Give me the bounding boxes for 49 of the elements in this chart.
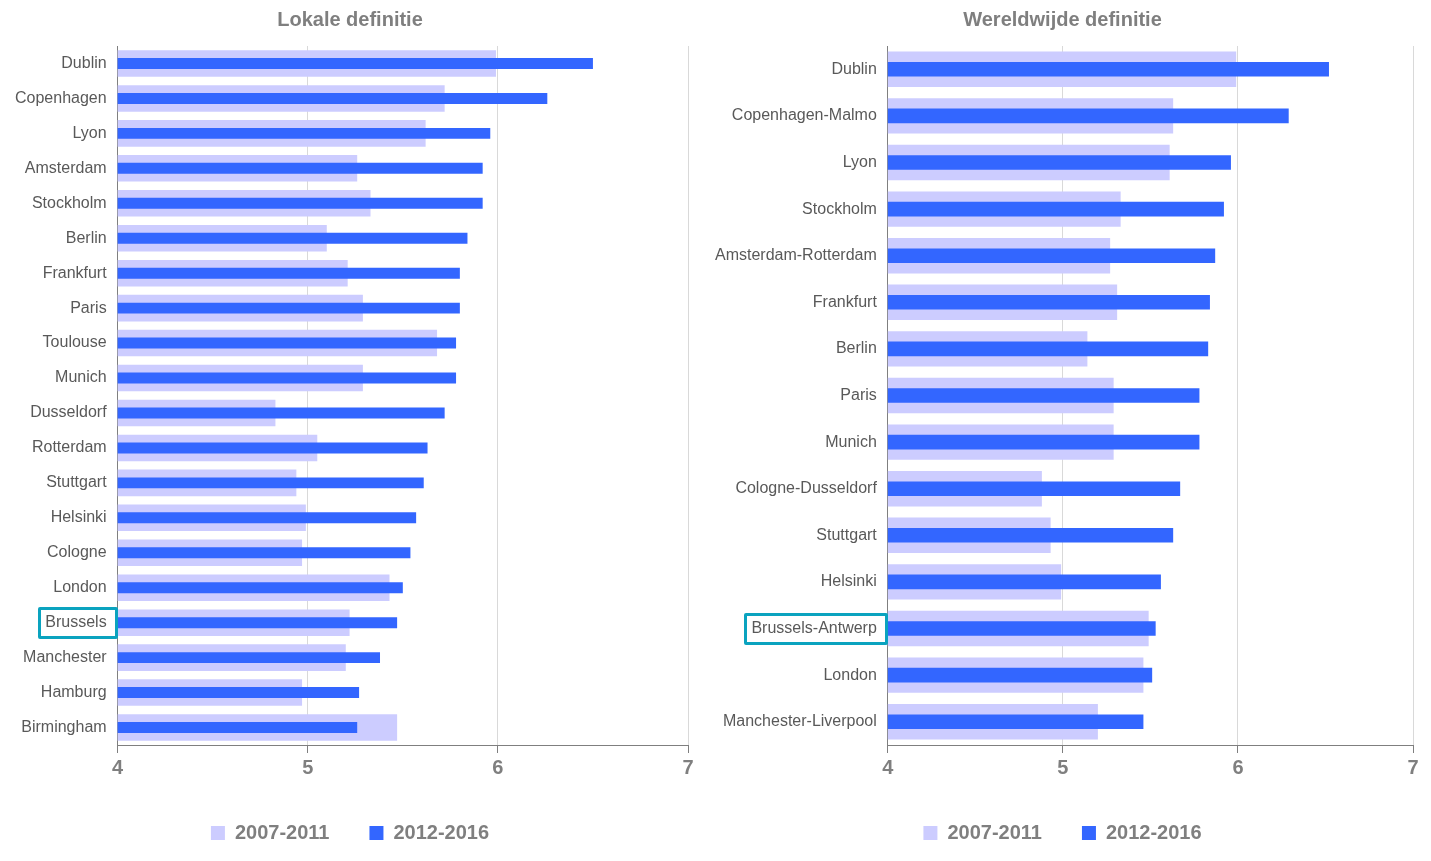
y-tick-label: London [53,578,107,596]
x-tick-label: 6 [492,755,504,778]
x-tick-label: 4 [112,755,125,778]
x-tick-label: 4 [882,755,895,778]
y-tick-label: Manchester [23,648,108,666]
x-tick-label: 5 [302,755,314,778]
y-tick-label: Toulouse [42,333,107,351]
y-tick-label: Frankfurt [42,263,108,281]
y-tick-label: Berlin [835,339,877,357]
y-tick-label: Brussels [45,613,107,631]
y-tick-label: Stockholm [802,199,877,217]
y-tick-label: Copenhagen [15,88,107,106]
y-tick-label: Copenhagen-Malmo [731,106,877,124]
y-tick-label: Paris [70,298,107,316]
y-tick-label: Paris [840,385,877,403]
y-tick-label: Helsinki [50,508,107,526]
y-tick-label: Dusseldorf [30,403,108,421]
y-tick-label: Amsterdam [24,158,107,176]
y-tick-label: Amsterdam-Rotterdam [714,246,877,264]
x-tick-label: 5 [1057,755,1069,778]
x-tick-label: 6 [1232,755,1244,778]
chart-title: Wereldwijde definitie [963,7,1162,30]
y-tick-label: Munich [55,368,107,386]
y-tick-label: Berlin [65,228,107,246]
y-tick-label: Cologne [47,543,107,561]
legend-label: 2012-2016 [393,820,490,843]
y-tick-label: Stuttgart [816,525,878,543]
y-tick-label: Stuttgart [46,473,108,491]
legend-label: 2007-2011 [234,820,330,843]
y-tick-label: Frankfurt [812,292,878,310]
y-tick-label: Manchester-Liverpool [722,712,877,730]
legend-label: 2012-2016 [1105,820,1202,843]
x-tick-label: 7 [682,755,694,778]
y-tick-label: Rotterdam [31,438,107,456]
x-tick-label: 7 [1407,755,1419,778]
y-tick-label: Cologne-Dusseldorf [735,479,878,497]
y-tick-label: Dublin [61,53,107,71]
y-tick-label: Birmingham [21,717,107,735]
y-tick-label: Dublin [831,59,877,77]
y-tick-label: Lyon [842,152,877,170]
y-tick-label: Hamburg [40,682,107,700]
chart-title: Lokale definitie [277,7,423,30]
y-tick-label: Stockholm [31,193,107,211]
legend-label: 2007-2011 [947,820,1042,843]
y-tick-label: London [823,665,877,683]
y-tick-label: Lyon [72,123,107,141]
y-tick-label: Brussels-Antwerp [751,618,877,636]
y-tick-label: Helsinki [820,572,877,590]
y-tick-label: Munich [825,432,877,450]
